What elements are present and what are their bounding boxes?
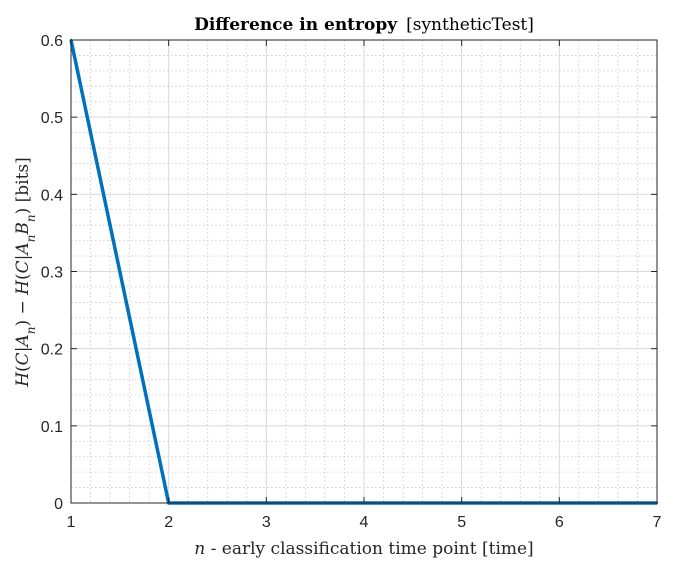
x-tick-label: 5 (457, 514, 466, 531)
x-tick-label: 3 (262, 514, 271, 531)
y-tick-label: 0.4 (41, 187, 63, 204)
x-tick-label: 2 (164, 514, 173, 531)
x-tick-labels: 1 2 3 4 5 6 7 (67, 514, 662, 531)
x-tick-label: 4 (360, 514, 369, 531)
tick-marks (70, 39, 658, 504)
x-axis-label-var: n (194, 539, 205, 559)
chart-title-main: Difference in entropy (194, 15, 398, 35)
x-tick-label: 1 (67, 514, 76, 531)
y-axis-label: H(C|An) − H(C|AnBn) [bits] (13, 157, 38, 388)
y-tick-label: 0.5 (41, 110, 63, 127)
x-axis-label-text: - early classification time point [time] (205, 539, 533, 559)
major-grid (71, 40, 657, 503)
y-tick-label: 0.2 (41, 342, 63, 359)
chart-title: Difference in entropy [syntheticTest] (194, 15, 534, 35)
x-axis-label: n - early classification time point [tim… (194, 539, 533, 559)
y-tick-label: 0 (54, 496, 63, 513)
y-tick-label: 0.6 (41, 33, 63, 50)
x-tick-label: 6 (555, 514, 564, 531)
y-tick-labels: 0 0.1 0.2 0.3 0.4 0.5 0.6 (41, 33, 63, 513)
y-tick-label: 0.3 (41, 265, 63, 282)
chart-title-sub: [syntheticTest] (406, 15, 534, 35)
x-tick-label: 7 (653, 514, 662, 531)
y-tick-label: 0.1 (41, 419, 63, 436)
